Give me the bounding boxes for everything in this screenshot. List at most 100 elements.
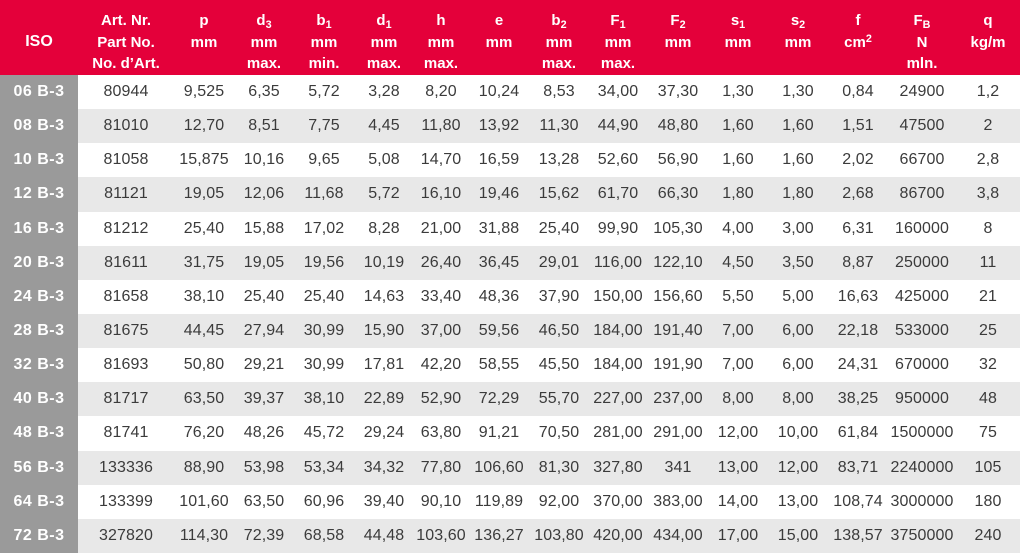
table-cell-s2: 1,60: [768, 143, 828, 178]
table-cell-h: 8,20: [414, 75, 468, 110]
table-cell-fb: 47500: [888, 109, 956, 144]
table-cell-s2: 8,00: [768, 382, 828, 417]
table-cell-e: 19,46: [468, 177, 530, 212]
header-line: max.: [541, 55, 577, 72]
header-line: mm: [604, 33, 632, 51]
table-cell-s1: 4,00: [708, 211, 768, 246]
header-line: mm: [250, 33, 278, 51]
table-cell-q: 25: [956, 313, 1020, 349]
header-line: max.: [423, 55, 459, 72]
table-cell-p: 9,525: [174, 75, 234, 110]
table-cell-f1: 227,00: [588, 382, 648, 417]
table-cell-s1: 4,50: [708, 245, 768, 280]
table-cell-s1: 1,30: [708, 75, 768, 110]
table-cell-fb: 533000: [888, 313, 956, 349]
table-cell-e: 106,60: [468, 450, 530, 485]
table-cell-f1: 44,90: [588, 109, 648, 144]
table-cell-f1: 61,70: [588, 177, 648, 212]
header-line: ISO: [25, 32, 53, 50]
column-header-f: f cm2: [828, 0, 888, 75]
header-line: Part No.: [97, 33, 155, 51]
header-line: s2: [790, 12, 806, 32]
table-cell-d3: 29,21: [234, 348, 294, 383]
table-cell-f2: 105,30: [648, 211, 708, 246]
table-cell-fb: 24900: [888, 75, 956, 110]
table-cell-h: 90,10: [414, 484, 468, 519]
table-cell-e: 31,88: [468, 211, 530, 246]
column-header-b2: b2 mm max.: [530, 0, 588, 75]
table-cell-s2: 6,00: [768, 348, 828, 383]
table-cell-fb: 160000: [888, 211, 956, 246]
row-label-iso: 32 B-3: [0, 348, 78, 383]
table-cell-b1: 53,34: [294, 450, 354, 485]
table-cell-b1: 38,10: [294, 382, 354, 417]
table-cell-b2: 92,00: [530, 484, 588, 519]
table-cell-q: 75: [956, 416, 1020, 451]
table-cell-d1: 10,19: [354, 245, 414, 280]
header-line: mm: [310, 33, 338, 51]
table-cell-d3: 12,06: [234, 177, 294, 212]
header-line: e: [494, 12, 504, 29]
header-line: cm2: [844, 32, 872, 51]
table-cell-art-nr: 81675: [78, 313, 174, 349]
table-cell-s2: 5,00: [768, 279, 828, 314]
table-cell-f2: 434,00: [648, 518, 708, 553]
subscript: 2: [560, 19, 567, 32]
table-cell-p: 88,90: [174, 450, 234, 485]
superscript: 2: [865, 32, 872, 45]
column-header-p: p mm: [174, 0, 234, 75]
header-line: d3: [256, 12, 272, 32]
table-cell-b1: 7,75: [294, 109, 354, 144]
table-cell-art-nr: 81611: [78, 245, 174, 280]
table-cell-fb: 670000: [888, 348, 956, 383]
table-cell-s1: 1,80: [708, 177, 768, 212]
table-cell-h: 42,20: [414, 348, 468, 383]
table-cell-art-nr: 81693: [78, 348, 174, 383]
table-cell-b1: 68,58: [294, 518, 354, 553]
row-label-iso: 28 B-3: [0, 313, 78, 349]
header-line: min.: [308, 55, 340, 72]
table-cell-art-nr: 81717: [78, 382, 174, 417]
table-cell-q: 180: [956, 484, 1020, 519]
table-cell-s1: 17,00: [708, 518, 768, 553]
table-cell-e: 58,55: [468, 348, 530, 383]
table-cell-b1: 11,68: [294, 177, 354, 212]
table-cell-b2: 8,53: [530, 75, 588, 110]
table-cell-fb: 1500000: [888, 416, 956, 451]
header-line: mm: [190, 33, 218, 51]
table-cell-f: 2,68: [828, 177, 888, 212]
table-cell-h: 63,80: [414, 416, 468, 451]
column-header-d1: d1 mm max.: [354, 0, 414, 75]
row-label-iso: 12 B-3: [0, 177, 78, 212]
column-header-s1: s1 mm: [708, 0, 768, 75]
table-cell-f1: 184,00: [588, 313, 648, 349]
table-cell-p: 38,10: [174, 279, 234, 314]
header-line: mm: [370, 33, 398, 51]
row-label-iso: 24 B-3: [0, 279, 78, 314]
header-line: b1: [316, 12, 332, 32]
table-cell-f1: 52,60: [588, 143, 648, 178]
header-line: Art. Nr.: [100, 12, 151, 29]
column-header-d3: d3 mm max.: [234, 0, 294, 75]
table-cell-d3: 10,16: [234, 143, 294, 178]
table-cell-f2: 66,30: [648, 177, 708, 212]
table-cell-q: 48: [956, 382, 1020, 417]
table-cell-s2: 12,00: [768, 450, 828, 485]
table-cell-f: 24,31: [828, 348, 888, 383]
table-cell-b2: 13,28: [530, 143, 588, 178]
table-cell-q: 240: [956, 518, 1020, 553]
table-cell-b2: 25,40: [530, 211, 588, 246]
table-cell-f: 16,63: [828, 279, 888, 314]
table-cell-p: 19,05: [174, 177, 234, 212]
table-cell-b1: 9,65: [294, 143, 354, 178]
table-cell-f: 0,84: [828, 75, 888, 110]
table-cell-s1: 8,00: [708, 382, 768, 417]
table-cell-d1: 22,89: [354, 382, 414, 417]
table-cell-fb: 250000: [888, 245, 956, 280]
table-cell-p: 76,20: [174, 416, 234, 451]
table-cell-s1: 7,00: [708, 313, 768, 349]
subscript: 3: [265, 19, 272, 32]
header-line: q: [983, 12, 993, 29]
table-cell-fb: 950000: [888, 382, 956, 417]
header-line: FB: [913, 12, 931, 32]
